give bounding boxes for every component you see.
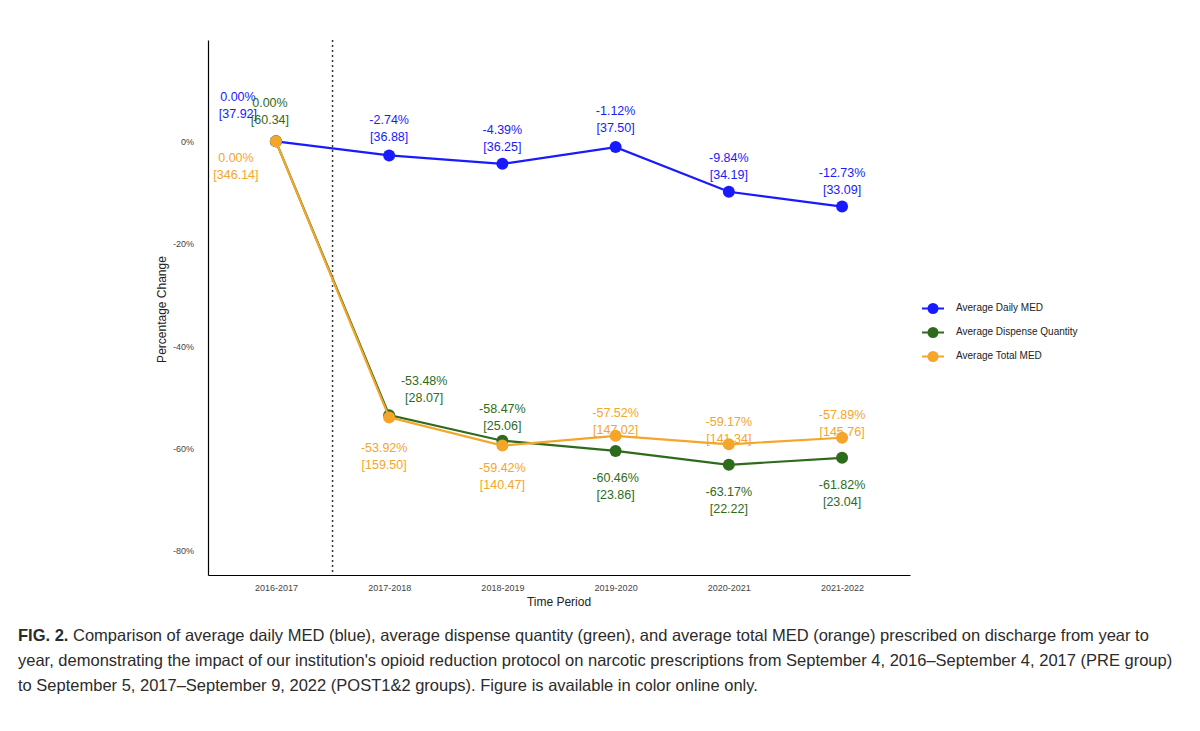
average-label: [159.50] xyxy=(362,458,407,472)
average-label: [36.25] xyxy=(483,140,521,154)
legend-label: Average Total MED xyxy=(956,350,1042,361)
data-label: -59.17% xyxy=(706,415,753,429)
average-label: [140.47] xyxy=(480,478,525,492)
x-axis-title: Time Period xyxy=(527,595,591,609)
x-tick-label: 2019-2020 xyxy=(595,583,638,593)
x-axis: 2016-2017 2017-2018 2018-2019 2019-2020 2020… xyxy=(209,575,911,593)
average-label: [37.50] xyxy=(596,121,634,135)
legend-marker xyxy=(928,351,939,362)
x-tick-label: 2020-2021 xyxy=(708,583,751,593)
data-label: 0.00% xyxy=(220,90,255,104)
y-axis-line xyxy=(208,41,209,576)
average-label: [60.34] xyxy=(251,113,289,127)
y-tick-label: -20% xyxy=(173,239,194,249)
data-label: -57.52% xyxy=(592,406,639,420)
legend-marker xyxy=(928,303,939,314)
y-tick: -40% xyxy=(173,342,208,352)
series-points xyxy=(270,135,848,470)
data-label: -4.39% xyxy=(483,123,523,137)
series-points xyxy=(270,135,848,212)
average-label: [147.02] xyxy=(593,423,638,437)
legend-marker xyxy=(928,327,939,338)
point xyxy=(496,158,508,170)
data-label: -12.73% xyxy=(819,166,866,180)
average-label: [346.14] xyxy=(213,168,258,182)
y-tick: 0% xyxy=(181,137,208,147)
x-tick: 2017-2018 xyxy=(368,575,411,593)
y-tick: -20% xyxy=(173,239,208,249)
average-label: [23.04] xyxy=(823,495,861,509)
data-label: -53.48% xyxy=(401,374,448,388)
x-tick: 2020-2021 xyxy=(708,575,751,593)
data-label: -63.17% xyxy=(706,485,753,499)
data-label: -9.84% xyxy=(709,151,749,165)
y-axis: -80% -60% -40% -20% 0% xyxy=(173,41,209,576)
data-label: -60.46% xyxy=(592,471,639,485)
y-tick-label: 0% xyxy=(181,137,194,147)
x-tick: 2016-2017 xyxy=(255,575,298,593)
data-label: -58.47% xyxy=(479,402,526,416)
average-label: [23.86] xyxy=(596,488,634,502)
x-tick: 2021-2022 xyxy=(821,575,864,593)
point xyxy=(270,135,282,147)
caption-label: FIG. 2. xyxy=(18,626,68,644)
point xyxy=(270,135,282,147)
point xyxy=(270,135,282,147)
series-line xyxy=(276,141,842,445)
series-line xyxy=(276,141,842,464)
legend-entry: Average Daily MED xyxy=(922,302,1043,314)
x-tick-label: 2016-2017 xyxy=(255,583,298,593)
point xyxy=(383,411,395,423)
protocol-divider xyxy=(332,40,334,575)
data-label: -57.89% xyxy=(819,408,866,422)
caption-spacer xyxy=(68,626,73,644)
plot-area xyxy=(270,135,848,470)
data-label: -53.92% xyxy=(361,441,408,455)
legend-label: Average Daily MED xyxy=(956,302,1043,313)
point xyxy=(723,186,735,198)
point xyxy=(836,201,848,213)
y-tick: -60% xyxy=(173,444,208,454)
x-tick-label: 2021-2022 xyxy=(821,583,864,593)
x-axis-line xyxy=(209,575,911,576)
y-tick-label: -60% xyxy=(173,444,194,454)
y-axis-title: Percentage Change xyxy=(155,256,169,363)
x-tick-label: 2017-2018 xyxy=(368,583,411,593)
x-tick-label: 2018-2019 xyxy=(481,583,524,593)
point xyxy=(383,149,395,161)
average-label: [33.09] xyxy=(823,183,861,197)
point xyxy=(610,445,622,457)
x-tick: 2018-2019 xyxy=(481,575,524,593)
data-label: -59.42% xyxy=(479,461,526,475)
average-label: [145.76] xyxy=(819,425,864,439)
y-tick-label: -40% xyxy=(173,342,194,352)
series-points xyxy=(270,135,848,451)
data-label: -2.74% xyxy=(369,113,409,127)
data-label: -61.82% xyxy=(819,478,866,492)
average-label: [22.22] xyxy=(710,502,748,516)
y-tick-label: -80% xyxy=(173,546,194,556)
point xyxy=(723,459,735,471)
average-label: [141.34] xyxy=(706,432,751,446)
data-label: 0.00% xyxy=(252,96,287,110)
point xyxy=(496,440,508,452)
point xyxy=(836,452,848,464)
y-tick: -80% xyxy=(173,546,208,556)
x-tick: 2019-2020 xyxy=(595,575,638,593)
average-label: [36.88] xyxy=(370,130,408,144)
average-label: [34.19] xyxy=(710,168,748,182)
average-label: [28.07] xyxy=(405,391,443,405)
caption-text: Comparison of average daily MED (blue), … xyxy=(18,626,1172,694)
data-label: -1.12% xyxy=(596,104,636,118)
legend-label: Average Dispense Quantity xyxy=(956,326,1078,337)
caption: FIG. 2. Comparison of average daily MED … xyxy=(18,623,1178,698)
legend: Average Daily MED Average Dispense Quanti… xyxy=(922,302,1078,362)
legend-entry: Average Dispense Quantity xyxy=(922,326,1078,338)
data-label: 0.00% xyxy=(218,151,253,165)
data-labels: 0.00%[37.92]-2.74%[36.88]-4.39%[36.25]-1… xyxy=(213,90,865,516)
legend-entry: Average Total MED xyxy=(922,350,1042,362)
point xyxy=(610,141,622,153)
series-line xyxy=(276,141,842,206)
average-label: [25.06] xyxy=(483,419,521,433)
